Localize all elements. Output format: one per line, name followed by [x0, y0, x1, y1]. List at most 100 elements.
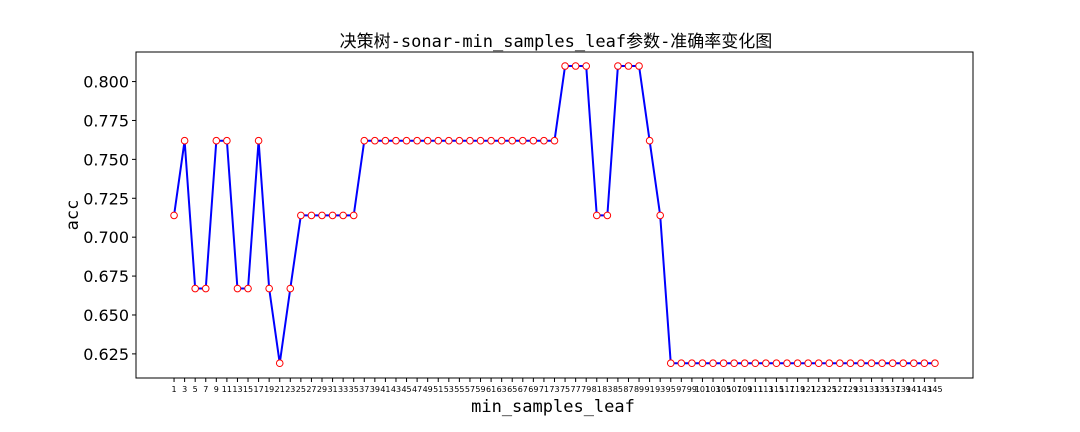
x-tick-label: 55: [454, 385, 464, 394]
data-point: [825, 359, 834, 368]
y-axis: 0.625 0.650 0.675 0.700 0.725 0.750 0.775 0.800: [83, 73, 136, 364]
data-point: [603, 211, 612, 220]
data-point: [297, 211, 305, 220]
x-tick-label: 43: [391, 385, 401, 394]
x-tick-label: 1: [171, 385, 176, 394]
x-tick-label: 25: [296, 385, 306, 394]
data-point: [920, 359, 929, 368]
data-point: [466, 136, 474, 145]
data-point: [529, 136, 538, 145]
x-tick-label: 145: [927, 385, 942, 394]
data-point: [793, 359, 802, 368]
x-tick-label: 9: [214, 385, 219, 394]
data-point: [339, 211, 347, 220]
data-point: [381, 136, 390, 145]
x-tick-label: 41: [380, 385, 390, 394]
x-tick-label: 29: [317, 385, 327, 394]
data-point: [371, 136, 379, 145]
plot-area-frame: [135, 51, 974, 379]
x-tick-label: 27: [306, 385, 316, 394]
data-point: [402, 136, 411, 145]
x-tick-label: 87: [623, 385, 633, 394]
data-point: [318, 211, 326, 220]
data-point: [730, 359, 738, 368]
x-tick-label: 73: [549, 385, 559, 394]
data-point: [487, 136, 495, 145]
data-point: [846, 359, 855, 368]
x-tick-label: 127: [832, 385, 847, 394]
data-point: [497, 136, 506, 145]
x-tick-label: 141: [906, 385, 921, 394]
x-tick-label: 17: [253, 385, 263, 394]
x-tick-label: 117: [779, 385, 794, 394]
data-point: [878, 359, 886, 368]
x-tick-label: 45: [401, 385, 411, 394]
data-point: [244, 284, 252, 293]
data-point: [656, 211, 664, 220]
x-tick-label: 115: [769, 385, 784, 394]
data-point: [688, 359, 696, 368]
x-tick-label: 139: [896, 385, 911, 394]
data-point: [899, 359, 908, 368]
data-point: [508, 136, 517, 145]
data-point: [455, 136, 464, 145]
series-markers: [170, 62, 939, 368]
data-point: [857, 359, 865, 368]
data-point: [592, 211, 601, 220]
x-tick-label: 39: [370, 385, 380, 394]
x-tick-label: 19: [264, 385, 274, 394]
data-point: [677, 359, 686, 368]
x-axis: 1 3 5 7 9 11 13 15 17 19 21 23 25 27 29 31 33 35 37 39 41 43 4…: [171, 378, 943, 394]
x-tick-label: 109: [737, 385, 752, 394]
data-point: [571, 62, 580, 70]
x-tick-label: 111: [748, 385, 763, 394]
x-tick-label: 59: [475, 385, 485, 394]
x-tick-label: 93: [655, 385, 665, 394]
x-tick-label: 13: [232, 385, 242, 394]
data-point: [582, 62, 591, 70]
x-tick-label: 67: [518, 385, 528, 394]
x-tick-label: 63: [497, 385, 507, 394]
data-point: [275, 359, 284, 368]
data-point: [201, 284, 210, 293]
x-tick-label: 119: [790, 385, 805, 394]
x-tick-label: 123: [811, 385, 826, 394]
data-point: [698, 359, 707, 368]
data-point: [624, 62, 633, 70]
x-tick-label: 21: [275, 385, 285, 394]
data-point: [836, 359, 844, 368]
x-tick-label: 85: [613, 385, 623, 394]
y-tick-label: 0.775: [83, 111, 129, 130]
data-point: [751, 359, 760, 368]
data-point: [740, 359, 749, 368]
x-tick-label: 31: [327, 385, 337, 394]
data-point: [286, 284, 295, 293]
y-tick-label: 0.675: [83, 267, 129, 286]
y-tick-label: 0.650: [83, 306, 129, 325]
data-point: [783, 359, 791, 368]
data-point: [550, 136, 559, 145]
data-point: [540, 136, 548, 145]
x-tick-label: 133: [864, 385, 879, 394]
x-tick-label: 23: [285, 385, 295, 394]
data-point: [180, 136, 189, 145]
x-tick-label: 47: [412, 385, 422, 394]
x-tick-label: 91: [645, 385, 655, 394]
x-tick-label: 105: [716, 385, 731, 394]
x-tick-label: 103: [705, 385, 720, 394]
data-point: [445, 136, 453, 145]
data-point: [804, 359, 812, 368]
data-point: [413, 136, 421, 145]
x-tick-label: 75: [560, 385, 570, 394]
data-point: [265, 284, 273, 293]
data-point: [645, 136, 654, 145]
x-tick-label: 61: [486, 385, 496, 394]
x-tick-label: 129: [843, 385, 858, 394]
data-point: [910, 359, 918, 368]
data-point: [614, 62, 622, 70]
x-tick-label: 131: [853, 385, 868, 394]
y-tick-label: 0.800: [83, 73, 129, 92]
data-point: [867, 359, 876, 368]
